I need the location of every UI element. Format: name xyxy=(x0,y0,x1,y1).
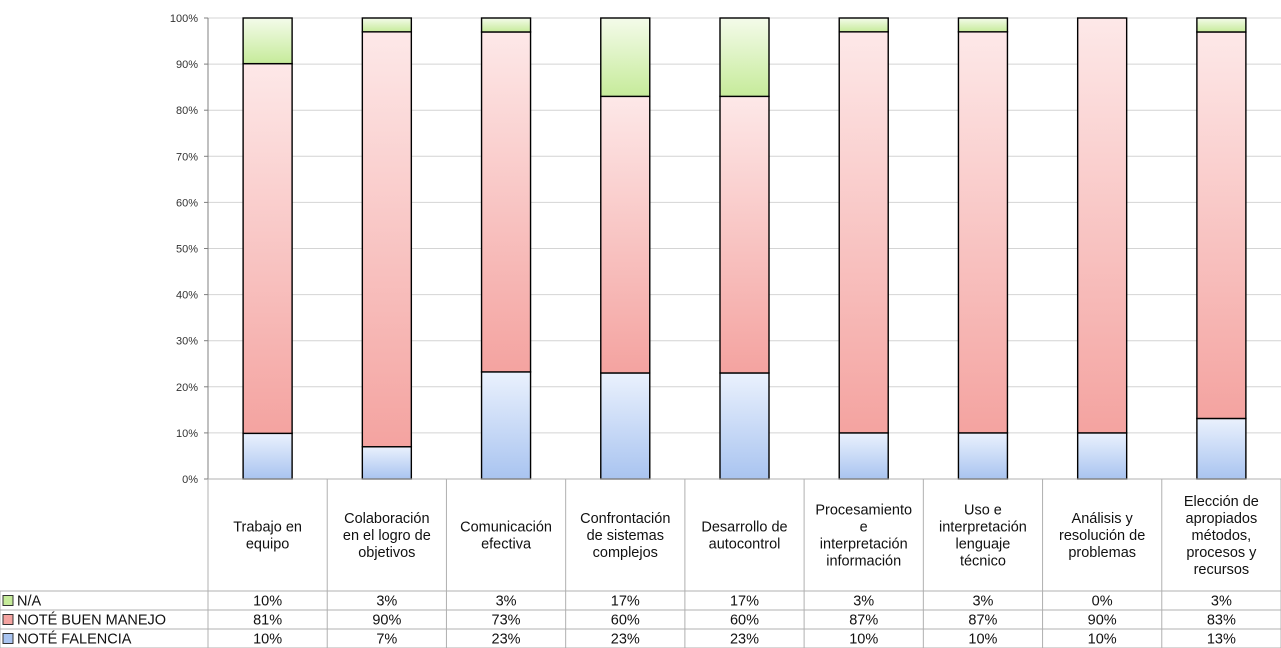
category-label: Desarrollo de autocontrol xyxy=(701,520,787,553)
table-cell-value: 73% xyxy=(492,613,521,629)
legend-label: N/A xyxy=(17,594,42,610)
bar-segment-na xyxy=(361,17,413,33)
category-label: Uso e interpretación lenguaje técnico xyxy=(939,503,1027,570)
bar-segment-buen-manejo xyxy=(1076,17,1128,434)
y-tick-label: 20% xyxy=(176,382,198,394)
bar-segment-na xyxy=(480,17,532,33)
table-cell-value: 13% xyxy=(1207,632,1236,648)
category-label: Trabajo en equipo xyxy=(233,520,302,553)
table-cell-value: 83% xyxy=(1207,613,1236,629)
category-label: Análisis y resolución de problemas xyxy=(1059,511,1145,561)
category-label: Confrontación de sistemas complejos xyxy=(580,511,670,561)
table-cell-value: 3% xyxy=(853,594,874,610)
bar-segment-falencia xyxy=(480,371,532,480)
y-tick-label: 10% xyxy=(176,428,198,440)
table-cell-value: 3% xyxy=(496,594,517,610)
table-cell-value: 87% xyxy=(849,613,878,629)
table-cell-value: 10% xyxy=(1088,632,1117,648)
y-tick-label: 60% xyxy=(176,197,198,209)
legend-key xyxy=(2,595,14,606)
bar-segment-buen-manejo xyxy=(957,31,1009,434)
table-cell-value: 87% xyxy=(968,613,997,629)
bar-segment-buen-manejo xyxy=(600,95,651,374)
legend-label: NOTÉ FALENCIA xyxy=(17,631,132,648)
y-axis: 0% 10% 20% 30% 40% 50% 60% 70% 80% 90% 100% xyxy=(170,13,209,486)
bar-segment-buen-manejo xyxy=(480,31,532,373)
legend-label: NOTÉ BUEN MANEJO xyxy=(17,612,166,629)
bar-segment-falencia xyxy=(719,372,770,480)
bar-segment-na xyxy=(242,17,293,65)
table-cell-value: 17% xyxy=(730,594,759,610)
legend-key xyxy=(2,614,14,625)
bar-segment-falencia xyxy=(361,446,413,480)
bars xyxy=(242,17,1247,480)
bar-segment-buen-manejo xyxy=(838,31,889,434)
bar-segment-na xyxy=(957,17,1009,33)
table-cell-value: 90% xyxy=(372,613,401,629)
y-tick-label: 100% xyxy=(170,13,198,25)
bar-segment-na xyxy=(1196,17,1247,33)
bar-segment-falencia xyxy=(957,432,1009,480)
bar-segment-buen-manejo xyxy=(719,95,770,374)
y-tick-label: 40% xyxy=(176,290,198,302)
table-cell-value: 10% xyxy=(968,632,997,648)
y-tick-label: 70% xyxy=(176,151,198,163)
table-cell-value: 10% xyxy=(849,632,878,648)
table-cell-value: 23% xyxy=(492,632,521,648)
bar-segment-falencia xyxy=(838,432,889,480)
category-label: Comunicación efectiva xyxy=(460,520,552,553)
bar-segment-falencia xyxy=(242,432,293,480)
bar-segment-falencia xyxy=(1076,432,1128,480)
table-cell-value: 17% xyxy=(611,594,640,610)
table-cell-value: 60% xyxy=(730,613,759,629)
y-tick-label: 0% xyxy=(182,474,198,486)
table-cell-value: 23% xyxy=(611,632,640,648)
y-tick-label: 50% xyxy=(176,244,198,256)
category-label: Colaboración en el logro de objetivos xyxy=(343,511,431,561)
bar-segment-na xyxy=(719,17,770,98)
bar-segment-buen-manejo xyxy=(1196,31,1247,420)
y-tick-label: 30% xyxy=(176,336,198,348)
table-cell-value: 23% xyxy=(730,632,759,648)
bar-segment-falencia xyxy=(1196,417,1247,480)
legend-key xyxy=(2,633,14,644)
table-cell-value: 0% xyxy=(1092,594,1113,610)
table-cell-value: 90% xyxy=(1088,613,1117,629)
table-cell-value: 3% xyxy=(1211,594,1232,610)
bar-segment-na xyxy=(600,17,651,98)
table-cell-value: 3% xyxy=(972,594,993,610)
table-cell-value: 7% xyxy=(376,632,397,648)
table-cell-value: 10% xyxy=(253,594,282,610)
table-cell-value: 3% xyxy=(376,594,397,610)
y-tick-label: 90% xyxy=(176,59,198,71)
table-cell-value: 81% xyxy=(253,613,282,629)
table-cell-value: 10% xyxy=(253,632,282,648)
bar-segment-na xyxy=(838,17,889,33)
bar-segment-buen-manejo xyxy=(242,62,293,435)
category-label: Procesamiento e interpretación información xyxy=(815,503,912,570)
data-table: Trabajo en equipo Colaboración en el logro … xyxy=(0,478,1281,648)
y-tick-label: 80% xyxy=(176,105,198,117)
bar-segment-buen-manejo xyxy=(361,31,413,448)
table-cell-value: 60% xyxy=(611,613,640,629)
bar-segment-falencia xyxy=(600,372,651,480)
